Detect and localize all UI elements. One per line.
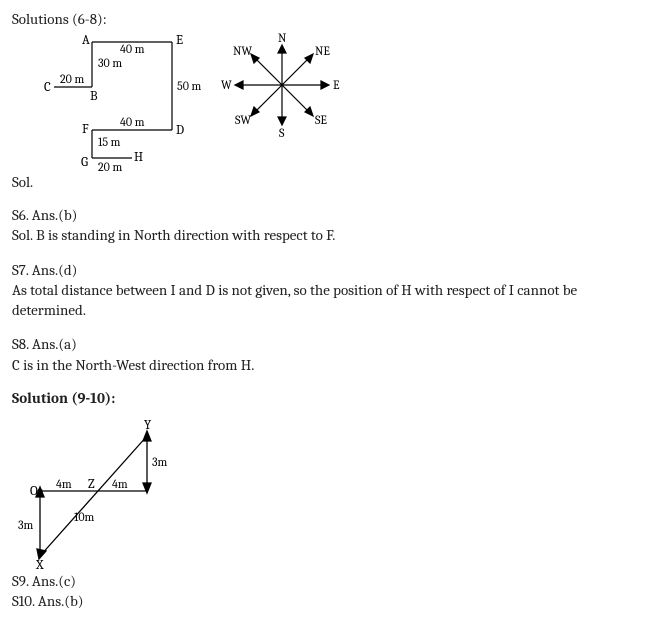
answer-s7: S7. Ans.(d) As total distance between I …: [12, 260, 650, 321]
edge-YQ: 3m: [152, 455, 168, 469]
pt-B: B: [90, 89, 98, 104]
diagram-6-8: A E C B F D G H 40 m 30 m 20 m 50 m 40 m…: [12, 30, 212, 175]
edge-ED: 50 m: [177, 79, 202, 93]
pt-G: G: [81, 155, 88, 170]
pt-F: F: [82, 122, 89, 137]
compass-SE: SE: [315, 113, 327, 127]
compass-SW: SW: [235, 113, 251, 127]
s10-title: S10. Ans.(b): [12, 591, 650, 611]
edge-FD: 40 m: [120, 115, 145, 129]
compass-rose: N S E W NE NW SE SW: [212, 30, 362, 140]
edge-FG: 15 m: [98, 135, 121, 149]
pt-H: H: [134, 150, 143, 165]
edge-ZQ: 4m: [112, 477, 128, 491]
compass-W: W: [221, 78, 232, 92]
edge-XY: 10m: [74, 510, 95, 524]
edge-GH: 20 m: [98, 160, 123, 174]
compass-N: N: [278, 31, 287, 45]
diagram-9-10: Y Z O X 4m 4m 3m 3m 10m: [12, 411, 232, 571]
edge-OZ: 4m: [56, 477, 72, 491]
solutions-6-8-heading: Solutions (6-8):: [12, 10, 650, 28]
diagram-6-8-row: A E C B F D G H 40 m 30 m 20 m 50 m 40 m…: [12, 30, 650, 175]
pt-Y: Y: [144, 418, 152, 433]
edge-CB: 20 m: [60, 72, 85, 86]
pt-A: A: [82, 33, 90, 48]
edge-AB: 30 m: [98, 56, 122, 70]
compass-NW: NW: [233, 44, 252, 58]
pt-O: O: [30, 484, 38, 499]
answer-s8: S8. Ans.(a) C is in the North-West direc…: [12, 334, 650, 375]
edge-AE: 40 m: [120, 42, 145, 56]
solutions-9-10-heading: Solution (9-10):: [12, 389, 650, 407]
compass-S: S: [279, 126, 285, 140]
s8-title: S8. Ans.(a): [12, 334, 650, 354]
pt-X: X: [35, 558, 44, 571]
s6-title: S6. Ans.(b): [12, 205, 650, 225]
pt-E: E: [176, 33, 183, 48]
s9-title: S9. Ans.(c): [12, 571, 650, 591]
s7-line1: As total distance between I and D is not…: [12, 280, 650, 321]
s7-title: S7. Ans.(d): [12, 260, 650, 280]
sol-label: Sol.: [12, 173, 650, 191]
s6-line1: Sol. B is standing in North direction wi…: [12, 225, 650, 245]
pt-Z: Z: [88, 477, 95, 492]
edge-XO: 3m: [18, 518, 34, 532]
compass-E: E: [333, 78, 340, 92]
compass-NE: NE: [315, 44, 330, 58]
answer-s6: S6. Ans.(b) Sol. B is standing in North …: [12, 205, 650, 246]
pt-O-dot: [38, 488, 43, 493]
pt-D: D: [176, 123, 184, 138]
s8-line1: C is in the North-West direction from H.: [12, 355, 650, 375]
pt-C: C: [44, 80, 51, 95]
